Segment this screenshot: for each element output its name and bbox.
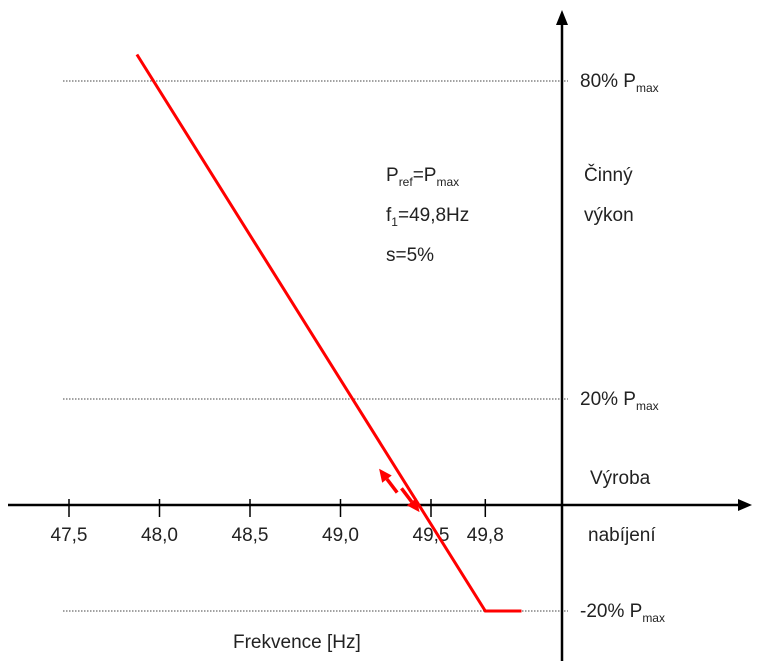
series — [135, 53, 522, 613]
y-axis-title-line-1: výkon — [584, 205, 634, 226]
labels: 80% Pmax 20% Pmax -20% Pmax Pref=Pmax f1=49,… — [233, 71, 665, 653]
x-axis-title: Frekvence [Hz] — [233, 632, 361, 653]
x-tick-label-0: 47,5 — [51, 525, 88, 546]
axes — [8, 10, 752, 661]
x-tick-label-3: 49,0 — [322, 525, 359, 546]
arrow-shaft-1 — [400, 487, 414, 503]
y-axis-arrowhead — [556, 10, 568, 25]
x-tick-label-2: 48,5 — [232, 525, 269, 546]
level-label-1: 20% Pmax — [580, 389, 659, 413]
level-label-2: -20% Pmax — [580, 601, 665, 625]
annotation-charging: nabíjení — [588, 525, 656, 546]
arrow-head-0 — [379, 468, 392, 483]
arrow-shaft-0 — [385, 478, 399, 494]
annotation-production: Výroba — [590, 468, 651, 489]
level-label-0: 80% Pmax — [580, 71, 659, 95]
parameter-0: Pref=Pmax — [386, 165, 459, 189]
x-axis-arrowhead — [738, 499, 752, 511]
arrow-head-1 — [406, 498, 420, 513]
parameter-2: s=5% — [386, 245, 434, 266]
parameter-1: f1=49,8Hz — [386, 205, 469, 229]
x-tick-label-1: 48,0 — [141, 525, 178, 546]
y-axis-title-line-0: Činný — [584, 164, 633, 186]
x-tick-label-5: 49,8 — [467, 525, 504, 546]
series-line-0 — [135, 53, 522, 613]
